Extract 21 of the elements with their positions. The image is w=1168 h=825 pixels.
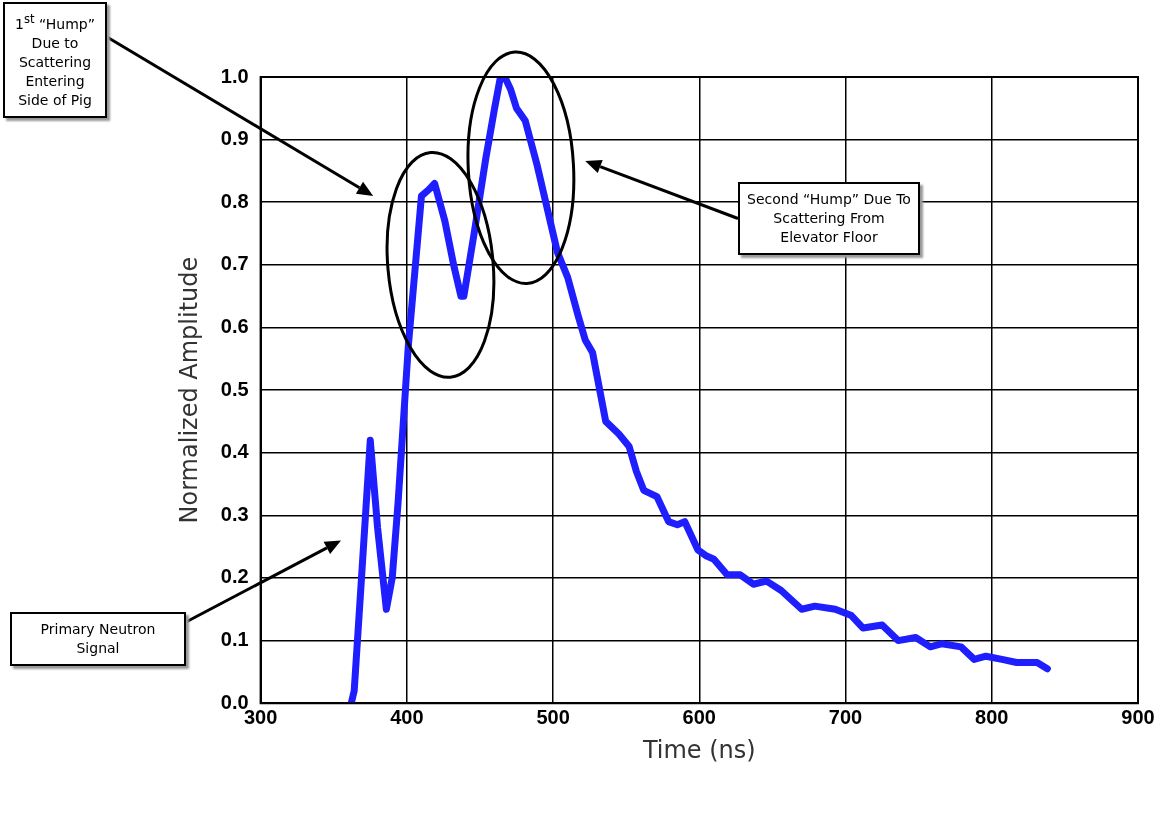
x-tick-label: 500 [536,705,570,728]
x-tick-label: 700 [828,705,863,728]
x-tick-label: 400 [390,705,424,728]
y-tick-label: 0.5 [220,377,249,400]
y-tick-label: 0.1 [220,628,249,651]
x-tick-label: 600 [682,705,716,728]
y-tick-label: 0.2 [220,565,249,588]
note-box: Primary Neutron Signal [10,612,186,666]
y-tick-label: 0.6 [220,315,249,337]
y-axis-title: Normalized Amplitude [174,256,203,524]
note-box: Second “Hump” Due To Scattering From Elevator Floor [738,182,920,255]
y-tick-label: 0.3 [220,502,249,525]
x-axis-title: Time (ns) [641,735,756,764]
y-tick-label: 0.9 [220,127,249,150]
y-tick-label: 0.8 [220,189,249,212]
y-tick-label: 0.7 [220,252,249,275]
note-box: 1$^{st}$ “Hump” Due to Scattering Entering Side of Pig [3,2,107,118]
y-tick-label: 1.0 [220,64,249,87]
x-tick-label: 900 [1121,705,1155,728]
y-tick-label: 0.4 [220,440,250,463]
x-tick-label: 800 [975,705,1009,728]
